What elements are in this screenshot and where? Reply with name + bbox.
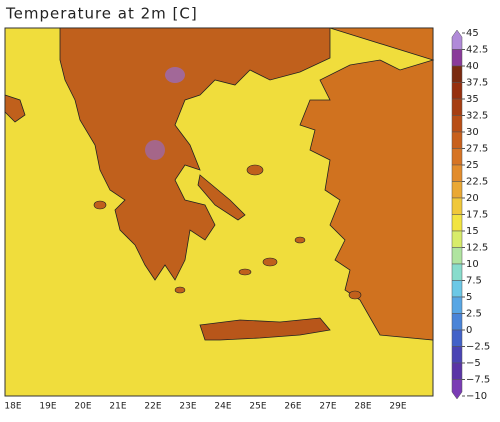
colorbar-label: 17.5 <box>466 210 488 221</box>
colorbar-segment <box>451 148 463 166</box>
colorbar-label: 30 <box>466 127 479 138</box>
colorbar-segment <box>451 131 463 149</box>
longitude-labels: 18E 19E 20E 21E 22E 23E 24E 25E 26E 27E 28E 29E <box>4 402 406 412</box>
colorbar-label: 10 <box>466 259 479 270</box>
island <box>93 200 107 210</box>
colorbar-label: 7.5 <box>466 276 482 287</box>
colorbar-label: 22.5 <box>466 177 488 188</box>
colorbar-segment <box>451 329 463 347</box>
colorbar-segment <box>451 29 463 50</box>
colorbar-segment <box>451 296 463 314</box>
colorbar-segment <box>451 115 463 133</box>
longitude-label: 29E <box>389 402 406 412</box>
colorbar-segment <box>451 263 463 281</box>
longitude-label: 28E <box>354 402 371 412</box>
colorbar-label: −7.5 <box>466 375 490 386</box>
colorbar-label: 32.5 <box>466 111 488 122</box>
title: Temperature at 2m [C] <box>5 5 198 23</box>
colorbar-label: −10 <box>466 391 487 402</box>
colorbar-segment <box>451 280 463 298</box>
colorbar-label: 42.5 <box>466 45 488 56</box>
longitude-label: 22E <box>144 402 161 412</box>
colorbar-segment <box>451 230 463 248</box>
island <box>238 268 252 276</box>
map <box>4 27 435 397</box>
italy <box>4 94 26 123</box>
colorbar-label: −5 <box>466 358 481 369</box>
colorbar-label: 2.5 <box>466 309 482 320</box>
colorbar-label: 12.5 <box>466 243 488 254</box>
island <box>174 286 186 294</box>
colorbar-label: 40 <box>466 61 479 72</box>
crete <box>199 317 331 341</box>
euboea <box>197 174 246 221</box>
colorbar-segment <box>451 181 463 199</box>
colorbar-label: 37.5 <box>466 78 488 89</box>
colorbar-label: 45 <box>466 28 479 39</box>
longitude-label: 19E <box>39 402 56 412</box>
longitude-label: 23E <box>179 402 196 412</box>
colorbar-segment <box>451 379 463 400</box>
colorbar: 45 42.5 40 37.5 35 32.5 30 27.5 25 22.5 20 17.5 15 12… <box>451 28 490 402</box>
colorbar-label: 15 <box>466 226 479 237</box>
island <box>246 164 264 176</box>
longitude-label: 26E <box>284 402 301 412</box>
colorbar-segment <box>451 247 463 265</box>
colorbar-segment <box>451 346 463 364</box>
longitude-label: 18E <box>4 402 21 412</box>
colorbar-segment <box>451 214 463 232</box>
colorbar-label: −2.5 <box>466 342 490 353</box>
colorbar-segment <box>451 197 463 215</box>
longitude-label: 21E <box>109 402 126 412</box>
longitude-label: 27E <box>319 402 336 412</box>
colorbar-segment <box>451 82 463 100</box>
colorbar-segment <box>451 65 463 83</box>
island <box>348 290 362 300</box>
colorbar-segment <box>451 313 463 331</box>
longitude-label: 24E <box>214 402 231 412</box>
colorbar-label: 35 <box>466 94 479 105</box>
longitude-label: 20E <box>74 402 91 412</box>
island <box>262 257 278 267</box>
colorbar-label: 27.5 <box>466 144 488 155</box>
longitude-label: 25E <box>249 402 266 412</box>
colorbar-label: 25 <box>466 160 479 171</box>
colorbar-label: 0 <box>466 325 472 336</box>
colorbar-label: 20 <box>466 193 479 204</box>
colorbar-segment <box>451 362 463 380</box>
colorbar-segment <box>451 49 463 67</box>
cold-patch <box>165 67 185 83</box>
colorbar-label: 5 <box>466 292 472 303</box>
island <box>294 236 306 244</box>
anatolia <box>299 27 435 341</box>
mainland <box>59 27 331 281</box>
colorbar-segment <box>451 164 463 182</box>
colorbar-segment <box>451 98 463 116</box>
cold-patch <box>145 140 165 160</box>
